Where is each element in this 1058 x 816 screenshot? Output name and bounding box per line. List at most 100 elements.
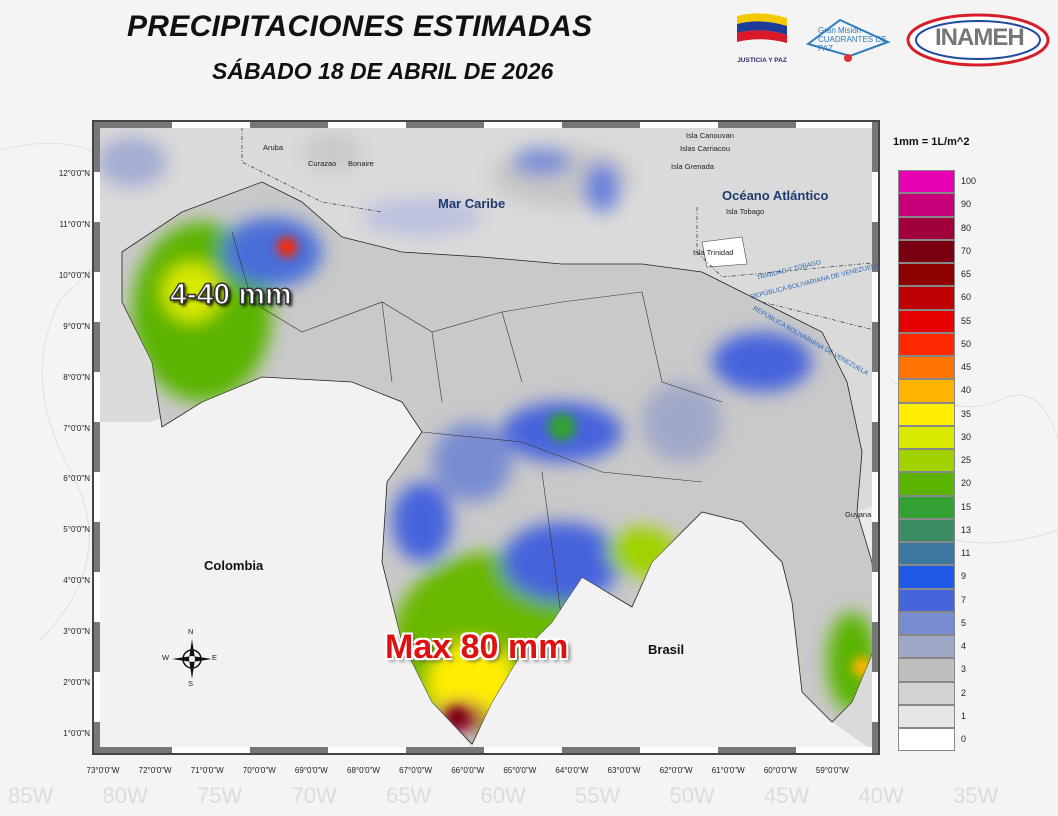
lat-label: 7°0'0"N xyxy=(63,423,90,433)
lat-label: 6°0'0"N xyxy=(63,474,90,484)
lon-label: 72°0'0"W xyxy=(138,766,172,775)
legend-label: 50 xyxy=(961,338,972,349)
lon-label: 65°0'0"W xyxy=(503,766,537,775)
legend-swatch xyxy=(898,611,955,635)
legend-label: 4 xyxy=(961,641,967,651)
legend-label: 30 xyxy=(961,431,972,442)
label-colombia: Colombia xyxy=(204,558,264,573)
legend-swatch xyxy=(898,309,955,333)
legend-label: 5 xyxy=(961,617,967,628)
lat-label: 5°0'0"N xyxy=(63,525,90,535)
compass-n: N xyxy=(188,627,194,636)
legend-label: 35 xyxy=(961,408,972,419)
legend-swatch xyxy=(898,193,955,217)
legend-swatch xyxy=(898,728,955,752)
legend-label: 90 xyxy=(961,199,972,210)
background-lon-label: 85W xyxy=(8,783,53,808)
legend-swatch xyxy=(898,681,955,705)
cuadrantes-de-paz-logo: Gran Misión CUADRANTES DE PAZ xyxy=(800,14,900,64)
annotation-west-range: 4-40 mm xyxy=(169,277,292,312)
legend-label: 70 xyxy=(961,245,972,256)
lon-label: 73°0'0"W xyxy=(86,766,120,775)
legend-label: 55 xyxy=(961,315,972,326)
legend-swatch xyxy=(898,263,955,287)
background-lon-label: 45W xyxy=(764,783,809,808)
label-aruba: Aruba xyxy=(263,143,284,152)
background-lon-label: 65W xyxy=(386,783,431,808)
lon-label: 68°0'0"W xyxy=(347,766,380,775)
background-lon-label: 40W xyxy=(859,783,904,808)
legend-swatch xyxy=(898,402,955,426)
page-title: PRECIPITACIONES ESTIMADAS xyxy=(127,10,593,43)
label-mar-caribe: Mar Caribe xyxy=(438,196,506,211)
lat-label: 8°0'0"N xyxy=(63,372,90,382)
lon-label: 63°0'0"W xyxy=(607,766,641,775)
venezuela-flag-icon xyxy=(737,13,787,43)
lon-label: 71°0'0"W xyxy=(190,766,224,775)
label-oceano-atlantico: Océano Atlántico xyxy=(722,188,829,203)
compass-s: S xyxy=(188,679,194,688)
legend-swatch xyxy=(898,332,955,356)
lat-label: 4°0'0"N xyxy=(63,576,90,586)
legend-swatch xyxy=(898,518,955,542)
legend-label: 40 xyxy=(961,385,972,396)
lat-label: 1°0'0"N xyxy=(63,728,90,738)
label-brasil: Brasil xyxy=(648,642,685,657)
legend-swatch xyxy=(898,658,955,682)
annotation-max: Max 80 mm xyxy=(385,628,569,666)
background-lon-label: 35W xyxy=(953,783,998,808)
legend-label: 20 xyxy=(961,478,972,489)
legend-label: 3 xyxy=(961,664,967,675)
lon-label: 62°0'0"W xyxy=(659,766,693,775)
legend-label: 45 xyxy=(961,362,972,372)
compass-w: W xyxy=(162,653,170,662)
legend-swatch xyxy=(898,356,955,380)
label-carriacou: Islas Carriacou xyxy=(680,144,731,153)
label-grenada: Isla Grenada xyxy=(671,162,714,171)
legend-swatch xyxy=(898,449,955,473)
legend-swatch xyxy=(898,216,955,240)
justicia-y-paz-logo: JUSTICIA Y PAZ xyxy=(733,10,791,64)
legend-label: 11 xyxy=(961,548,971,558)
lat-label: 3°0'0"N xyxy=(63,627,90,637)
map-canvas xyxy=(94,122,878,753)
legend-label: 9 xyxy=(961,571,967,582)
background-lon-label: 75W xyxy=(197,783,242,808)
label-bonaire: Bonaire xyxy=(348,159,374,168)
legend-label: 80 xyxy=(961,222,972,233)
legend-swatch xyxy=(898,542,955,566)
compass-rose xyxy=(172,639,212,679)
lat-label: 12°0'0"N xyxy=(58,169,90,178)
background-lon-label: 70W xyxy=(292,783,337,808)
legend-label: 0 xyxy=(961,734,967,744)
lon-label: 69°0'0"W xyxy=(294,766,328,775)
forecast-date: SÁBADO 18 DE ABRIL DE 2026 xyxy=(212,58,554,84)
legend-swatch xyxy=(898,704,955,728)
background-lon-label: 55W xyxy=(575,783,620,808)
precipitation-map xyxy=(92,120,880,755)
lon-label: 67°0'0"W xyxy=(399,766,433,775)
label-guyana: Guyana xyxy=(845,510,872,519)
lat-label: 10°0'0"N xyxy=(58,270,90,280)
legend-unit: 1mm = 1L/m^2 xyxy=(893,136,970,148)
legend-label: 65 xyxy=(961,269,972,279)
background-lon-label: 50W xyxy=(670,783,715,808)
lon-label: 70°0'0"W xyxy=(242,766,276,775)
label-canouvan: Isla Canouvan xyxy=(686,131,734,140)
lon-label: 66°0'0"W xyxy=(451,766,485,775)
legend-swatch xyxy=(898,495,955,519)
legend-label: 60 xyxy=(961,292,972,303)
legend-label: 15 xyxy=(961,501,972,512)
lon-label: 60°0'0"W xyxy=(763,766,797,775)
label-trinidad: Isla Trinidad xyxy=(693,248,734,257)
label-curazao: Curazao xyxy=(308,159,337,168)
legend-swatch xyxy=(898,565,955,589)
background-lon-label: 80W xyxy=(103,783,148,808)
legend-swatch xyxy=(898,472,955,496)
lon-label: 61°0'0"W xyxy=(711,766,745,775)
legend-label: 25 xyxy=(961,455,972,465)
legend-swatch xyxy=(898,170,955,194)
lon-label: 64°0'0"W xyxy=(555,766,589,775)
legend-label: 7 xyxy=(961,594,967,605)
